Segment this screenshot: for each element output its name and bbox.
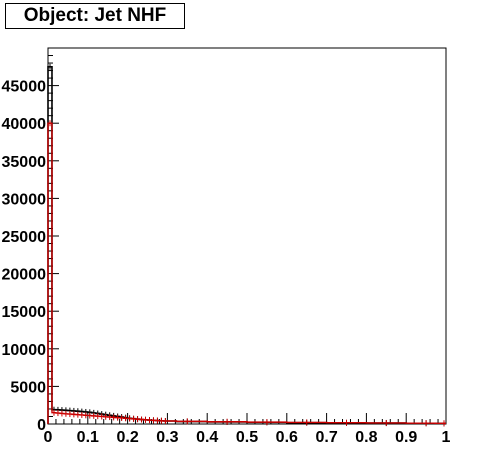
x-tick-label: 1 xyxy=(442,429,451,446)
x-tick-label: 0.5 xyxy=(236,429,258,446)
x-axis: 0 0.1 0.2 0.3 0.4 0.5 0.6 0.7 0.8 0.9 1 xyxy=(44,413,451,446)
x-tick-label: 0.9 xyxy=(395,429,417,446)
y-tick-label: 5000 xyxy=(10,379,46,396)
y-tick-label: 30000 xyxy=(2,191,47,208)
x-tick-label: 0.4 xyxy=(196,429,218,446)
x-tick-label: 0.8 xyxy=(355,429,377,446)
plot-frame xyxy=(47,47,447,425)
x-tick-label: 0.6 xyxy=(276,429,298,446)
y-tick-label: 10000 xyxy=(2,342,47,359)
y-tick-label: 40000 xyxy=(2,116,47,133)
x-tick-label: 0.7 xyxy=(315,429,337,446)
y-tick-label: 35000 xyxy=(2,154,47,171)
x-tick-label: 0.2 xyxy=(116,429,138,446)
y-tick-label: 15000 xyxy=(2,304,47,321)
series-line xyxy=(47,66,446,425)
chart-title: Object: Jet NHF xyxy=(5,3,185,29)
y-tick-label: 45000 xyxy=(2,79,47,96)
x-tick-label: 0.1 xyxy=(77,429,99,446)
series-line xyxy=(47,122,446,425)
y-tick-label: 0 xyxy=(37,417,46,434)
x-tick-label: 0 xyxy=(44,429,53,446)
series-layer xyxy=(47,63,446,427)
x-tick-label: 0.3 xyxy=(156,429,178,446)
y-axis: 0 5000 10000 15000 20000 25000 30000 35000 40000… xyxy=(2,47,59,434)
y-tick-label: 25000 xyxy=(2,229,47,246)
y-tick-label: 20000 xyxy=(2,267,47,284)
